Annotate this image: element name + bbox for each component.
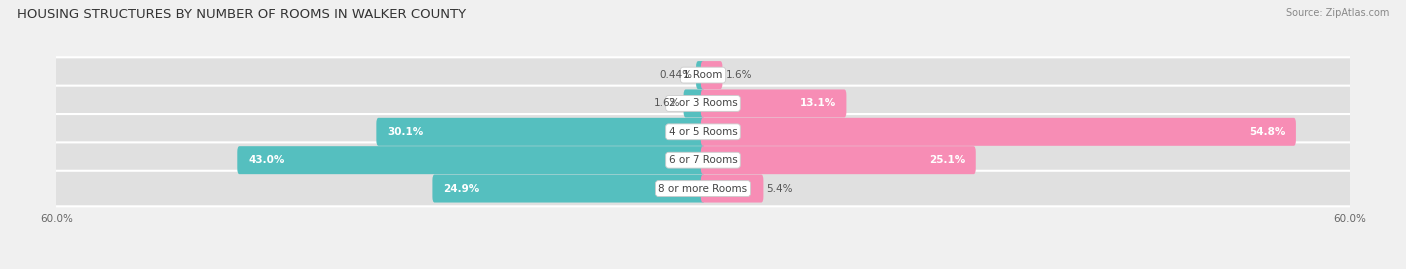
Text: HOUSING STRUCTURES BY NUMBER OF ROOMS IN WALKER COUNTY: HOUSING STRUCTURES BY NUMBER OF ROOMS IN… (17, 8, 465, 21)
Text: 6 or 7 Rooms: 6 or 7 Rooms (669, 155, 737, 165)
FancyBboxPatch shape (700, 146, 976, 174)
Text: 43.0%: 43.0% (247, 155, 284, 165)
FancyBboxPatch shape (53, 171, 1353, 206)
FancyBboxPatch shape (700, 118, 1296, 146)
Text: 24.9%: 24.9% (443, 183, 479, 193)
FancyBboxPatch shape (433, 175, 706, 203)
Text: 54.8%: 54.8% (1249, 127, 1285, 137)
FancyBboxPatch shape (53, 57, 1353, 93)
Text: Source: ZipAtlas.com: Source: ZipAtlas.com (1285, 8, 1389, 18)
Text: 30.1%: 30.1% (387, 127, 423, 137)
FancyBboxPatch shape (53, 114, 1353, 150)
Legend: Owner-occupied, Renter-occupied: Owner-occupied, Renter-occupied (586, 267, 820, 269)
FancyBboxPatch shape (53, 86, 1353, 121)
Text: 1.6%: 1.6% (725, 70, 752, 80)
FancyBboxPatch shape (696, 61, 706, 89)
Text: 5.4%: 5.4% (766, 183, 793, 193)
FancyBboxPatch shape (700, 90, 846, 118)
FancyBboxPatch shape (683, 90, 706, 118)
Text: 25.1%: 25.1% (929, 155, 965, 165)
FancyBboxPatch shape (700, 61, 723, 89)
Text: 1 Room: 1 Room (683, 70, 723, 80)
FancyBboxPatch shape (377, 118, 706, 146)
Text: 8 or more Rooms: 8 or more Rooms (658, 183, 748, 193)
Text: 13.1%: 13.1% (800, 98, 835, 108)
FancyBboxPatch shape (700, 175, 763, 203)
FancyBboxPatch shape (238, 146, 706, 174)
FancyBboxPatch shape (53, 142, 1353, 178)
Text: 4 or 5 Rooms: 4 or 5 Rooms (669, 127, 737, 137)
Text: 1.6%: 1.6% (654, 98, 681, 108)
Text: 0.44%: 0.44% (659, 70, 693, 80)
Text: 2 or 3 Rooms: 2 or 3 Rooms (669, 98, 737, 108)
